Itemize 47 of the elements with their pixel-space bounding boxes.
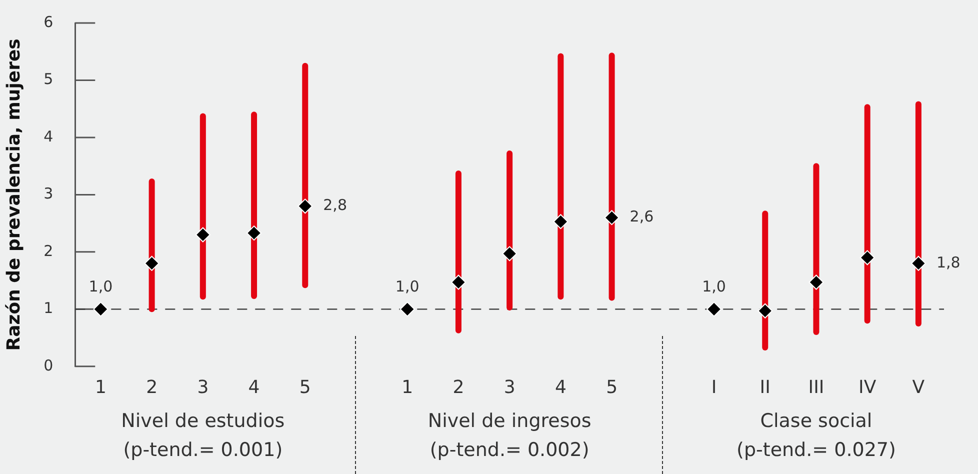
point	[758, 303, 773, 318]
text: Clase social (p-tend.= 0.027)	[736, 410, 896, 461]
data-label: 1,0	[395, 278, 420, 296]
x-tick-label: 2	[452, 376, 464, 398]
y-tick-label: 2	[44, 242, 54, 260]
point	[93, 302, 108, 317]
point	[400, 302, 415, 317]
x-tick-label: 3	[504, 376, 516, 398]
y-tick-label: 3	[44, 184, 54, 203]
x-tick-label: 1	[402, 376, 414, 398]
x-tick-label: IV	[858, 376, 877, 398]
data-label: 1,8	[936, 253, 960, 272]
x-tick-label: 3	[197, 376, 209, 398]
x-tick-label: 4	[248, 376, 260, 398]
point	[553, 214, 568, 230]
point	[604, 210, 620, 226]
x-tick-label: I	[711, 376, 717, 398]
x-tick-label: II	[760, 376, 770, 398]
y-tick-label: 4	[44, 127, 54, 146]
point	[144, 256, 160, 271]
x-tick-label: V	[912, 376, 926, 398]
y-tick-label: 6	[44, 12, 54, 31]
x-tick-label: 4	[554, 376, 566, 398]
point	[706, 302, 722, 317]
point	[910, 256, 926, 271]
point	[502, 246, 518, 262]
x-tick-label: 2	[146, 376, 158, 398]
y-tick-label: 5	[44, 70, 54, 88]
data-label: 2,6	[630, 207, 654, 226]
x-tick-label: 1	[94, 376, 106, 398]
y-axis-title: Razón de prevalencia, mujeres	[3, 38, 24, 351]
point	[808, 274, 824, 290]
data-label: 2,8	[323, 196, 347, 214]
point	[860, 250, 875, 266]
point	[298, 198, 313, 214]
x-tick-label: 5	[606, 376, 618, 398]
point	[195, 227, 210, 242]
x-tick-label: 5	[299, 376, 311, 398]
data-label: 1,0	[88, 278, 113, 296]
text: Nivel de estudios (p-tend.= 0.001)	[121, 410, 285, 461]
y-tick-label: 0	[44, 356, 54, 374]
text: Nivel de ingresos (p-tend.= 0.002)	[428, 410, 592, 461]
y-tick-label: 1	[44, 299, 54, 318]
point	[450, 274, 466, 290]
data-label: 1,0	[702, 278, 726, 296]
point	[246, 226, 262, 241]
x-tick-label: III	[808, 376, 824, 398]
